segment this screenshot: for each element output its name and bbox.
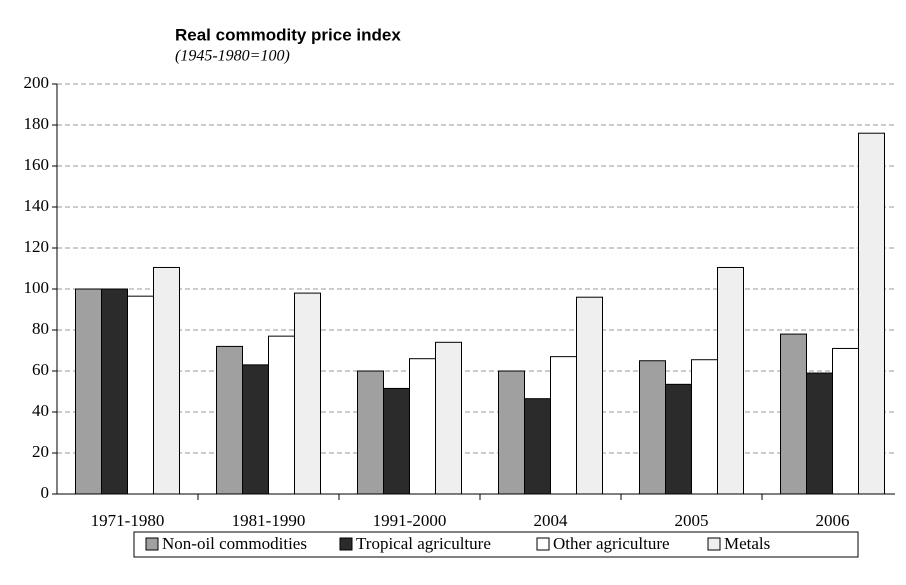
y-tick-label: 60: [32, 360, 49, 379]
x-tick-label: 2004: [534, 511, 569, 530]
y-tick-label: 40: [32, 401, 49, 420]
x-tick-label: 1991-2000: [373, 511, 447, 530]
bar: [550, 356, 577, 495]
bar: [691, 359, 718, 495]
legend-label: Tropical agriculture: [356, 534, 491, 553]
chart-subtitle: (1945-1980=100): [175, 48, 290, 65]
y-tick-label: 180: [24, 114, 50, 133]
x-tick-label: 2005: [675, 511, 709, 530]
bar: [75, 288, 102, 495]
y-tick-label: 200: [24, 73, 50, 92]
bar: [357, 370, 384, 495]
y-tick-label: 160: [24, 155, 50, 174]
y-tick-label: 140: [24, 196, 50, 215]
x-tick-label: 2006: [816, 511, 850, 530]
y-tick-label: 20: [32, 442, 49, 461]
y-tick-label: 100: [24, 278, 50, 297]
legend-label: Other agriculture: [553, 534, 670, 553]
bar: [639, 360, 666, 495]
bar: [153, 266, 180, 495]
legend-swatch: [339, 537, 353, 551]
bar: [717, 266, 744, 495]
y-tick-label: 120: [24, 237, 50, 256]
y-tick-label: 80: [32, 319, 49, 338]
legend-swatch: [536, 537, 550, 551]
bar: [127, 295, 154, 495]
bar: [409, 358, 436, 495]
y-tick-label: 0: [41, 483, 50, 502]
bar: [780, 333, 807, 495]
bar: [383, 387, 410, 495]
legend-label: Metals: [724, 534, 770, 553]
legend-swatch: [707, 537, 721, 551]
bar: [858, 132, 885, 495]
bar: [294, 292, 321, 495]
bar: [435, 341, 462, 495]
legend-label: Non-oil commodities: [162, 534, 307, 553]
chart-title: Real commodity price index: [175, 25, 401, 44]
bar: [832, 347, 859, 495]
bar: [498, 370, 525, 495]
bar: [216, 345, 243, 495]
bar: [806, 372, 833, 495]
bar: [101, 288, 128, 495]
bar: [242, 364, 269, 495]
bar: [576, 296, 603, 495]
bar: [268, 335, 295, 495]
legend-swatch: [145, 537, 159, 551]
bar: [665, 383, 692, 495]
legend-box: [133, 531, 859, 558]
x-tick-label: 1981-1990: [232, 511, 306, 530]
x-tick-label: 1971-1980: [91, 511, 165, 530]
bar: [524, 398, 551, 495]
